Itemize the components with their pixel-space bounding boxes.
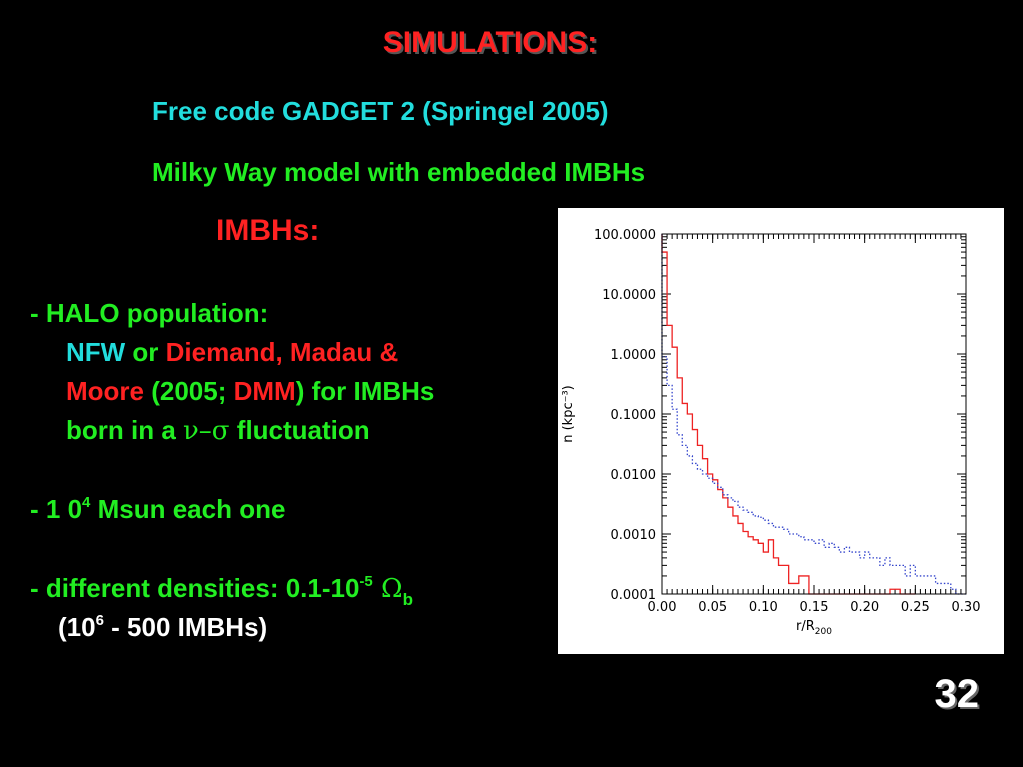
dotted-series-line xyxy=(661,234,966,595)
x-tick-label: 0.20 xyxy=(850,600,879,615)
fluctuation-text: fluctuation xyxy=(229,415,370,445)
densities-exponent: -5 xyxy=(359,573,373,590)
gadget-line: Free code GADGET 2 (Springel 2005) xyxy=(152,96,609,126)
slide-title: SIMULATIONS: xyxy=(382,26,598,59)
halo-line-2: Moore (2005; DMM) for IMBHs xyxy=(66,376,434,407)
y-tick-label: 0.0010 xyxy=(611,528,657,543)
range-exponent: 6 xyxy=(95,612,104,629)
nu-sigma-symbol: ν–σ xyxy=(183,416,230,446)
x-tick-label: 0.30 xyxy=(952,600,981,615)
plot-panel: 0.00 0.05 0.10 0.15 0.20 0.25 0.30 100.0000 10.0… xyxy=(558,208,1004,654)
densities-line: - different densities: 0.1-10-5 Ωb xyxy=(30,573,413,610)
mass-suffix: Msun each one xyxy=(90,494,286,524)
x-tick-label: 0.10 xyxy=(749,600,778,615)
diemand-label: Diemand, Madau & xyxy=(165,337,399,367)
x-tick-label: 0.25 xyxy=(901,600,930,615)
y-tick-label: 0.0001 xyxy=(611,588,657,603)
range-line: (106 - 500 IMBHs) xyxy=(58,612,267,643)
range-rest: - 500 IMBHs) xyxy=(103,612,268,642)
mass-line: - 1 04 Msun each one xyxy=(30,494,285,525)
x-tick-label: 0.05 xyxy=(698,600,727,615)
slide-number: 32 xyxy=(934,672,980,716)
y-tick-label: 0.1000 xyxy=(611,408,657,423)
omega-subscript: b xyxy=(402,590,413,609)
omega-symbol: Ω xyxy=(372,574,403,604)
x-tick-label: 0.00 xyxy=(648,600,677,615)
for-imbhs-text: ) for IMBHs xyxy=(295,376,435,406)
y-tick-label: 10.0000 xyxy=(602,288,656,303)
x-tick-label: 0.15 xyxy=(800,600,829,615)
milky-way-line: Milky Way model with embedded IMBHs xyxy=(152,157,646,187)
y-axis-label: n (kpc⁻³) xyxy=(561,385,576,443)
x-axis-label-main: r/R xyxy=(796,619,815,634)
y-tick-label: 1.0000 xyxy=(611,348,657,363)
imbh-heading: IMBHs: xyxy=(216,214,320,247)
paren-open: (2005; xyxy=(144,376,234,406)
halo-line-1: NFW or Diemand, Madau & xyxy=(66,337,398,368)
solid-series-line xyxy=(661,234,916,595)
x-axis-label-sub: 200 xyxy=(815,627,832,637)
mass-exponent: 4 xyxy=(82,494,91,511)
x-axis-label: r/R200 xyxy=(796,619,832,637)
y-tick-label: 100.0000 xyxy=(594,228,656,243)
range-open: (10 xyxy=(58,612,96,642)
densities-prefix: - different densities: 0.1-10 xyxy=(30,573,360,603)
density-profile-chart: 0.00 0.05 0.10 0.15 0.20 0.25 0.30 100.0000 10.0… xyxy=(561,228,981,637)
y-tick-label: 0.0100 xyxy=(611,468,657,483)
halo-line-3: born in a ν–σ fluctuation xyxy=(66,415,370,446)
dmm-label: DMM xyxy=(233,376,296,406)
halo-heading: - HALO population: xyxy=(30,298,269,328)
or-text: or xyxy=(125,337,166,367)
nfw-label: NFW xyxy=(66,337,126,367)
moore-label: Moore xyxy=(66,376,144,406)
mass-prefix: - 1 0 xyxy=(30,494,83,524)
born-text: born in a xyxy=(66,415,183,445)
